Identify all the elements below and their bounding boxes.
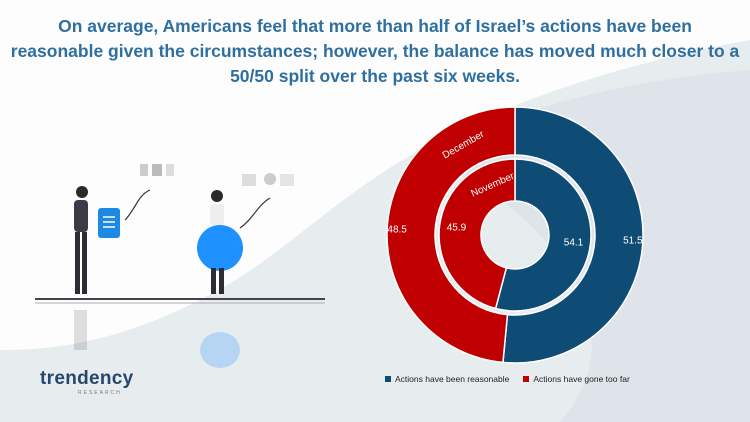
- donut-slice-december-1: [386, 106, 516, 364]
- data-label: 54.1: [564, 238, 584, 249]
- person-right: [197, 173, 294, 294]
- data-label: 51.5: [623, 236, 643, 247]
- donut-slice-november-0: [494, 158, 592, 312]
- data-label: 48.5: [387, 224, 407, 235]
- legend-item-too-far: Actions have gone too far: [523, 374, 630, 384]
- legend-label: Actions have gone too far: [533, 374, 630, 384]
- donut-slice-november-1: [438, 158, 516, 310]
- legend-item-reasonable: Actions have been reasonable: [385, 374, 509, 384]
- brand-subtitle: RESEARCH: [78, 390, 122, 396]
- legend-swatch-red: [523, 376, 530, 382]
- legend-swatch-blue: [385, 376, 391, 382]
- legend: Actions have been reasonable Actions hav…: [385, 374, 665, 384]
- legend-label: Actions have been reasonable: [395, 374, 510, 384]
- chart-title: On average, Americans feel that more tha…: [10, 16, 740, 86]
- brand-logo: trendency: [40, 368, 134, 389]
- people-illustration: [35, 164, 325, 368]
- data-label: 45.9: [447, 222, 467, 233]
- person-left: [74, 164, 174, 294]
- donut-slice-december-0: [502, 106, 644, 364]
